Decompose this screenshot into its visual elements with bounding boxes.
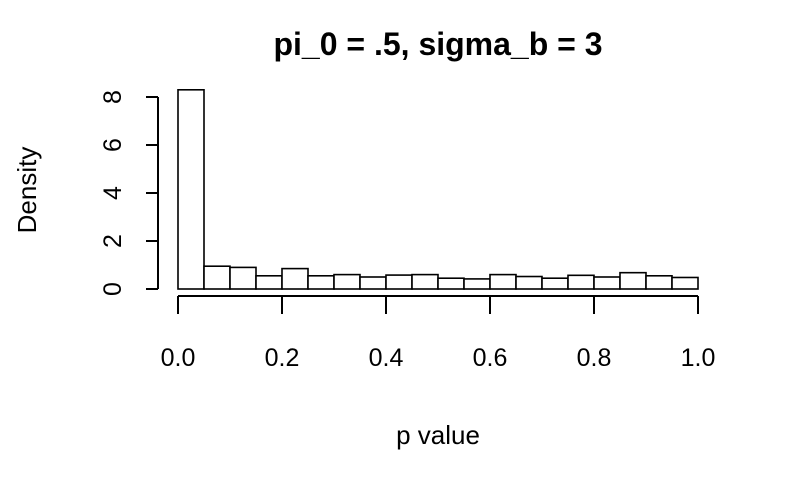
y-tick-label: 2 xyxy=(99,234,127,248)
histogram-bar xyxy=(619,271,647,290)
x-tick-label: 0.0 xyxy=(161,344,196,372)
y-axis: 0 2 4 6 8 xyxy=(99,90,159,296)
histogram-bar xyxy=(671,276,699,290)
x-tick-label: 0.4 xyxy=(369,344,404,372)
chart-title: pi_0 = .5, sigma_b = 3 xyxy=(273,26,602,62)
bars-group xyxy=(177,89,699,290)
histogram-bar xyxy=(645,274,673,290)
histogram-bar xyxy=(411,273,439,290)
histogram-bar xyxy=(255,274,283,290)
x-tick-label: 0.6 xyxy=(473,344,508,372)
x-axis: 0.0 0.2 0.4 0.6 0.8 1.0 xyxy=(161,295,716,372)
histogram-bar xyxy=(541,277,569,290)
histogram-bar xyxy=(229,266,257,290)
histogram-bar xyxy=(385,274,413,290)
histogram-bar xyxy=(515,275,543,290)
x-axis-label: p value xyxy=(396,420,480,450)
y-tick-label: 6 xyxy=(99,138,127,152)
y-axis-label: Density xyxy=(12,147,42,234)
histogram-bar xyxy=(177,89,205,290)
y-tick-label: 8 xyxy=(99,90,127,104)
histogram-bar xyxy=(489,273,517,290)
histogram-bar xyxy=(203,265,231,290)
histogram-bar xyxy=(593,276,621,290)
histogram-bar xyxy=(567,274,595,290)
x-tick-label: 0.8 xyxy=(577,344,612,372)
histogram-bar xyxy=(333,273,361,290)
y-tick-label: 0 xyxy=(99,282,127,296)
histogram-bar xyxy=(437,277,465,290)
x-tick-label: 1.0 xyxy=(681,344,716,372)
y-tick-label: 4 xyxy=(99,186,127,200)
histogram-bar xyxy=(307,274,335,290)
histogram-bar xyxy=(281,267,309,290)
histogram-bar xyxy=(359,276,387,290)
histogram-bar xyxy=(463,278,491,290)
x-tick-label: 0.2 xyxy=(265,344,300,372)
